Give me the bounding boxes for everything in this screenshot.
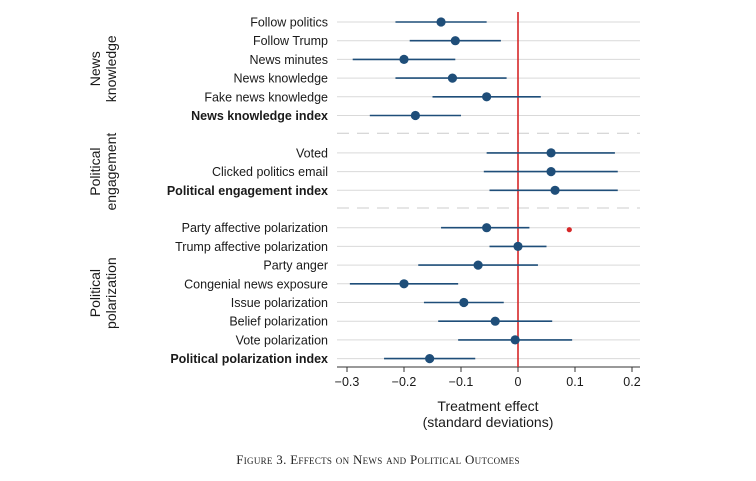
row-label: Vote polarization xyxy=(236,333,328,347)
group-label: Politicalengagement xyxy=(87,133,119,211)
point-estimate xyxy=(399,279,409,289)
point-estimate xyxy=(425,354,435,364)
point-estimate xyxy=(482,92,492,102)
caption-prefix: Figure 3. xyxy=(236,452,287,467)
row-labels: Follow politics Follow Trump News minutes N… xyxy=(167,16,328,367)
point-estimate xyxy=(550,185,560,195)
red-dot xyxy=(566,227,572,233)
x-tick-label: −0.3 xyxy=(335,375,360,389)
group-label: Politicalpolarization xyxy=(87,257,119,329)
row-label: News knowledge xyxy=(234,72,329,86)
row-label: Follow politics xyxy=(250,16,328,30)
coefficient-plot: −0.3 −0.2 −0.1 0 0.1 0.2 Follow politicsFollo… xyxy=(87,12,641,430)
point-estimate xyxy=(399,54,409,64)
point-estimate xyxy=(450,36,460,46)
point-estimate xyxy=(490,316,500,326)
point-estimate xyxy=(436,17,446,27)
point-estimate xyxy=(410,110,420,121)
row-label: Belief polarization xyxy=(229,315,328,329)
row-label: Political engagement index xyxy=(167,184,328,198)
point-estimate xyxy=(546,167,556,177)
x-axis-title-line: (standard deviations) xyxy=(423,414,554,430)
point-estimate xyxy=(546,148,556,158)
point-estimate xyxy=(482,223,492,233)
point-estimates xyxy=(399,17,572,364)
figure-caption: Figure 3. Effects on News and Political … xyxy=(0,452,756,468)
row-label: Clicked politics email xyxy=(212,165,328,179)
caption-text: Effects on News and Political Outcomes xyxy=(290,452,520,467)
row-label: Fake news knowledge xyxy=(204,90,328,104)
row-label: Voted xyxy=(296,146,328,160)
point-estimate xyxy=(447,73,458,83)
row-label: Party anger xyxy=(263,259,328,273)
row-label: Follow Trump xyxy=(253,34,328,48)
point-estimate xyxy=(459,297,469,308)
point-estimate xyxy=(510,335,520,345)
row-label: Party affective polarization xyxy=(182,221,328,235)
group-label: Newsknowledge xyxy=(87,35,119,102)
row-label: Congenial news exposure xyxy=(184,277,328,291)
row-label: Issue polarization xyxy=(231,296,328,310)
group-separators xyxy=(337,132,640,209)
x-tick-label: 0 xyxy=(515,375,522,389)
x-tick-label: −0.2 xyxy=(392,375,417,389)
x-axis-title-line: Treatment effect xyxy=(437,398,538,414)
row-label: News knowledge index xyxy=(191,109,328,123)
x-axis: −0.3 −0.2 −0.1 0 0.1 0.2 xyxy=(335,366,641,389)
x-axis-title: Treatment effect(standard deviations) xyxy=(423,398,554,430)
x-tick-label: 0.2 xyxy=(623,375,640,389)
row-label: Trump affective polarization xyxy=(175,240,328,254)
point-estimate xyxy=(473,260,483,270)
point-estimate xyxy=(513,241,523,251)
row-label: News minutes xyxy=(250,53,329,67)
x-tick-label: 0.1 xyxy=(566,375,583,389)
group-labels: Newsknowledge Politicalengagement Politica… xyxy=(87,35,119,329)
x-tick-label: −0.1 xyxy=(449,375,474,389)
row-label: Political polarization index xyxy=(170,352,328,366)
